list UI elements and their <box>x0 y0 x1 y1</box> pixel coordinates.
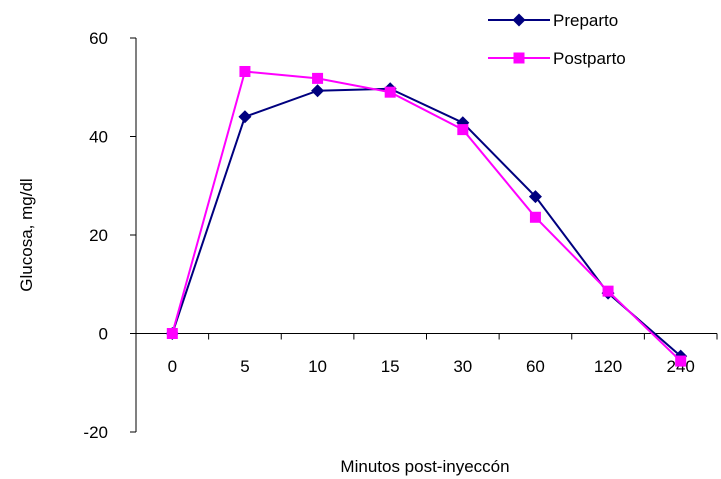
data-point <box>602 285 614 297</box>
series-line <box>171 87 682 357</box>
series-line <box>171 70 682 362</box>
data-point <box>384 86 396 98</box>
x-tick-label: 15 <box>381 357 400 376</box>
data-point <box>675 355 687 367</box>
y-tick-label: 20 <box>89 226 108 245</box>
legend-marker <box>512 13 526 27</box>
x-tick-label: 10 <box>308 357 327 376</box>
x-tick-label: 30 <box>453 357 472 376</box>
x-tick-label: 60 <box>526 357 545 376</box>
data-point <box>528 190 542 204</box>
legend-marker <box>513 52 525 64</box>
legend-item-postparto: Postparto <box>488 49 626 68</box>
series-postparto <box>166 65 687 367</box>
data-point <box>456 116 470 130</box>
x-axis-title: Minutos post-inyeccón <box>340 457 509 476</box>
data-point <box>311 84 325 98</box>
axes: -2002040600510153060120240 <box>83 29 718 442</box>
x-tick-label: 0 <box>168 357 177 376</box>
y-tick-label: -20 <box>83 423 108 442</box>
data-point <box>238 110 252 124</box>
series-layer <box>165 65 688 367</box>
data-point <box>239 65 251 77</box>
x-tick-label: 120 <box>594 357 622 376</box>
legend-label: Postparto <box>553 49 626 68</box>
series-preparto <box>165 82 688 363</box>
data-point <box>529 211 541 223</box>
y-tick-label: 40 <box>89 128 108 147</box>
legend-label: Preparto <box>553 11 618 30</box>
y-tick-label: 0 <box>99 325 108 344</box>
legend-item-preparto: Preparto <box>488 11 618 30</box>
data-point <box>166 328 178 339</box>
data-point <box>312 72 324 84</box>
y-tick-label: 60 <box>89 29 108 48</box>
y-axis-title: Glucosa, mg/dl <box>17 178 36 291</box>
legend: Preparto Postparto <box>488 11 626 68</box>
data-point <box>457 124 469 136</box>
x-tick-label: 5 <box>240 357 249 376</box>
